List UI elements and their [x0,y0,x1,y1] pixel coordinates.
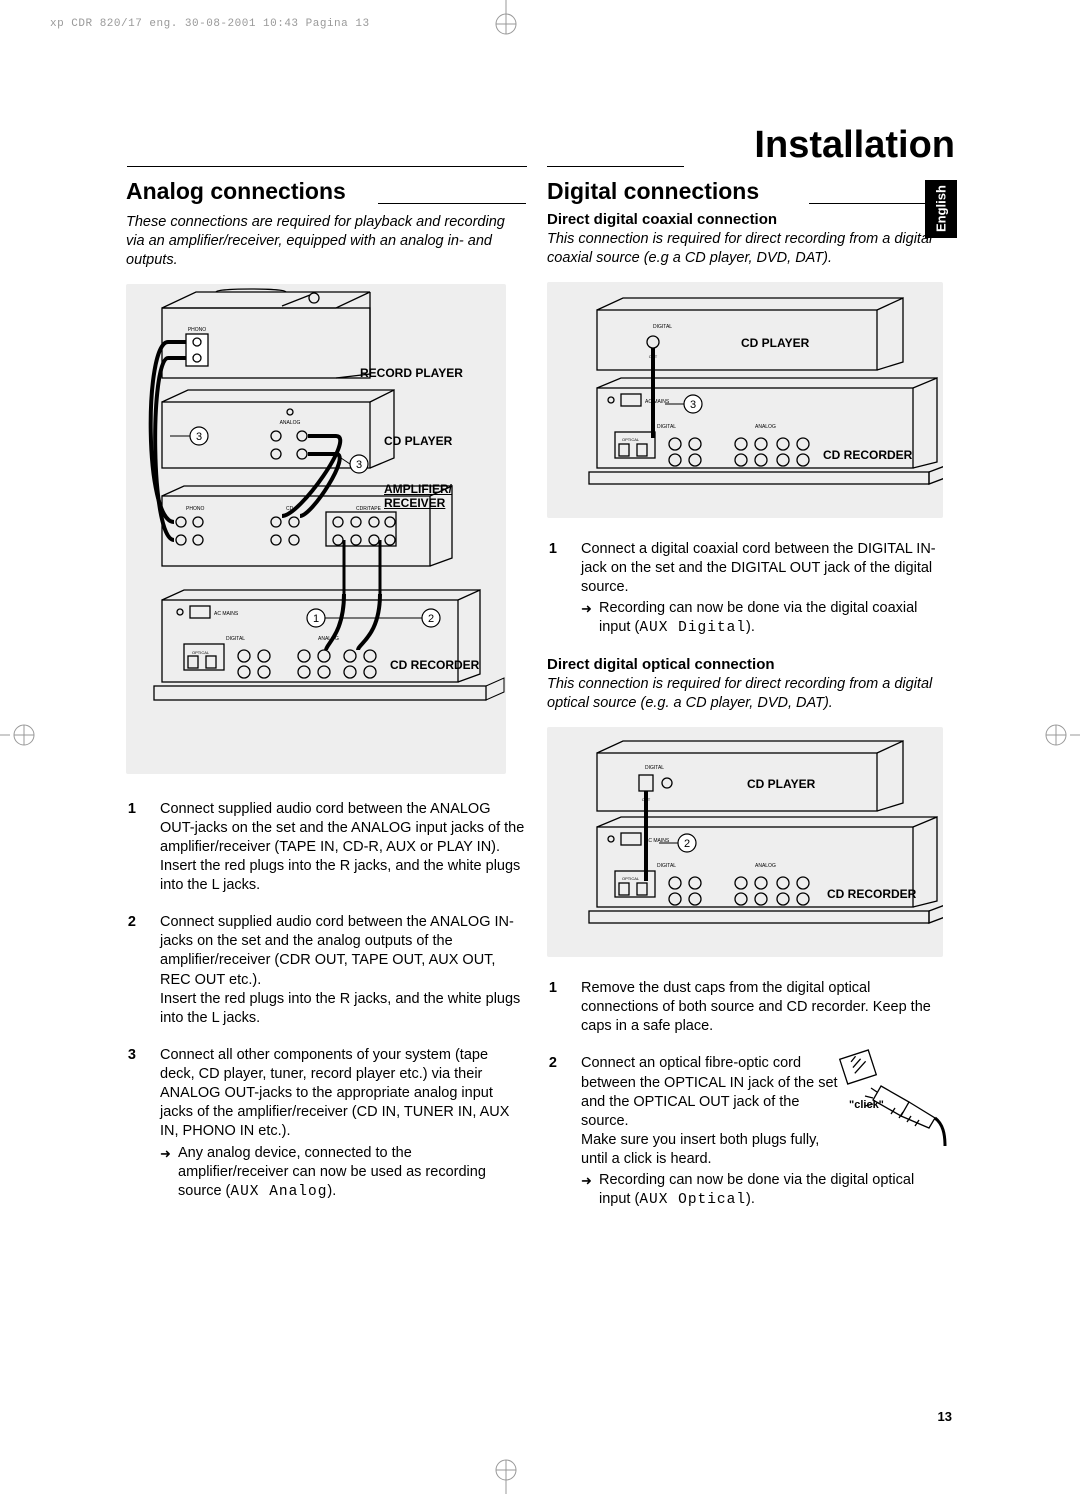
coaxial-diagram: DIGITAL OUT AC MAINS DIGITAL ANALOG OPTI… [547,282,943,518]
page-title: Installation [754,124,955,167]
label-amp: AMPLIFIER/ [384,482,452,496]
rule [547,166,684,167]
analog-heading: Analog connections [126,178,526,205]
rule [378,203,526,204]
svg-text:DIGITAL: DIGITAL [653,324,672,330]
svg-text:DIGITAL: DIGITAL [226,636,245,642]
rule [127,166,527,167]
svg-text:3: 3 [196,431,202,443]
crop-mark-bottom [488,1458,524,1494]
coaxial-diagram-svg: DIGITAL OUT AC MAINS DIGITAL ANALOG OPTI… [547,282,943,518]
optical-diagram: DIGITAL OUT AC MAINS DIGITAL ANALOG OPTI… [547,727,943,957]
coaxial-step-1-result: Recording can now be done via the digita… [581,599,947,638]
optical-step-1: 1Remove the dust caps from the digital o… [547,979,947,1036]
svg-text:CDR/TAPE: CDR/TAPE [356,506,382,512]
svg-text:PHONO: PHONO [188,327,206,333]
rule [809,203,947,204]
crop-mark-left [0,717,50,753]
analog-step-3: 3Connect all other components of your sy… [126,1046,526,1202]
svg-text:AC MAINS: AC MAINS [214,611,239,617]
coaxial-intro: This connection is required for direct r… [547,230,947,268]
analog-step-3-result: Any analog device, connected to the ampl… [160,1144,526,1202]
svg-text:DIGITAL: DIGITAL [645,765,664,771]
svg-text:ANALOG: ANALOG [755,424,776,430]
label-cd-recorder: CD RECORDER [827,887,916,901]
analog-diagram: PHONO ANALOG 3 3 [126,284,506,774]
coaxial-step-1: 1Connect a digital coaxial cord between … [547,540,947,639]
optical-step-2: 2 Connect an optical fibre-optic cord be… [547,1054,947,1210]
label-receiver: RECEIVER [384,496,445,510]
label-cd-recorder: CD RECORDER [823,448,912,462]
optical-steps: 1Remove the dust caps from the digital o… [547,979,947,1210]
svg-text:ANALOG: ANALOG [280,420,301,426]
label-cd-player: CD PLAYER [741,336,809,350]
optical-step-2-result: Recording can now be done via the digita… [581,1171,947,1210]
svg-text:2: 2 [428,613,434,625]
label-cd-recorder: CD RECORDER [390,658,479,672]
analog-step-2: 2Connect supplied audio cord between the… [126,913,526,1028]
svg-text:OPTICAL: OPTICAL [192,650,210,655]
svg-text:DIGITAL: DIGITAL [657,424,676,430]
analog-column: Analog connections These connections are… [126,178,526,1220]
svg-text:PHONO: PHONO [186,506,204,512]
coaxial-subhead: Direct digital coaxial connection [547,211,947,228]
analog-steps: 1Connect supplied audio cord between the… [126,800,526,1202]
analog-diagram-svg: PHONO ANALOG 3 3 [126,284,506,774]
page-number: 13 [938,1409,952,1424]
optical-intro: This connection is required for direct r… [547,675,947,713]
crop-mark-top [488,0,524,36]
label-cd-player: CD PLAYER [384,434,452,448]
print-header: xp CDR 820/17 eng. 30-08-2001 10:43 Pagi… [50,18,370,30]
svg-text:3: 3 [690,399,696,411]
svg-text:OPTICAL: OPTICAL [622,437,640,442]
label-record-player: RECORD PLAYER [360,366,463,380]
svg-text:ANALOG: ANALOG [755,863,776,869]
svg-text:OPTICAL: OPTICAL [622,876,640,881]
optical-subhead: Direct digital optical connection [547,656,947,673]
analog-intro: These connections are required for playb… [126,213,526,270]
optical-diagram-svg: DIGITAL OUT AC MAINS DIGITAL ANALOG OPTI… [547,727,943,957]
coaxial-steps: 1Connect a digital coaxial cord between … [547,540,947,639]
crop-mark-right [1030,717,1080,753]
svg-text:3: 3 [356,459,362,471]
svg-text:DIGITAL: DIGITAL [657,863,676,869]
digital-column: Digital connections Direct digital coaxi… [547,178,947,1228]
svg-text:2: 2 [684,838,690,850]
click-label: "click" [849,1098,884,1113]
svg-text:1: 1 [313,613,319,625]
analog-step-1: 1Connect supplied audio cord between the… [126,800,526,896]
label-cd-player: CD PLAYER [747,777,815,791]
digital-heading: Digital connections [547,178,947,205]
